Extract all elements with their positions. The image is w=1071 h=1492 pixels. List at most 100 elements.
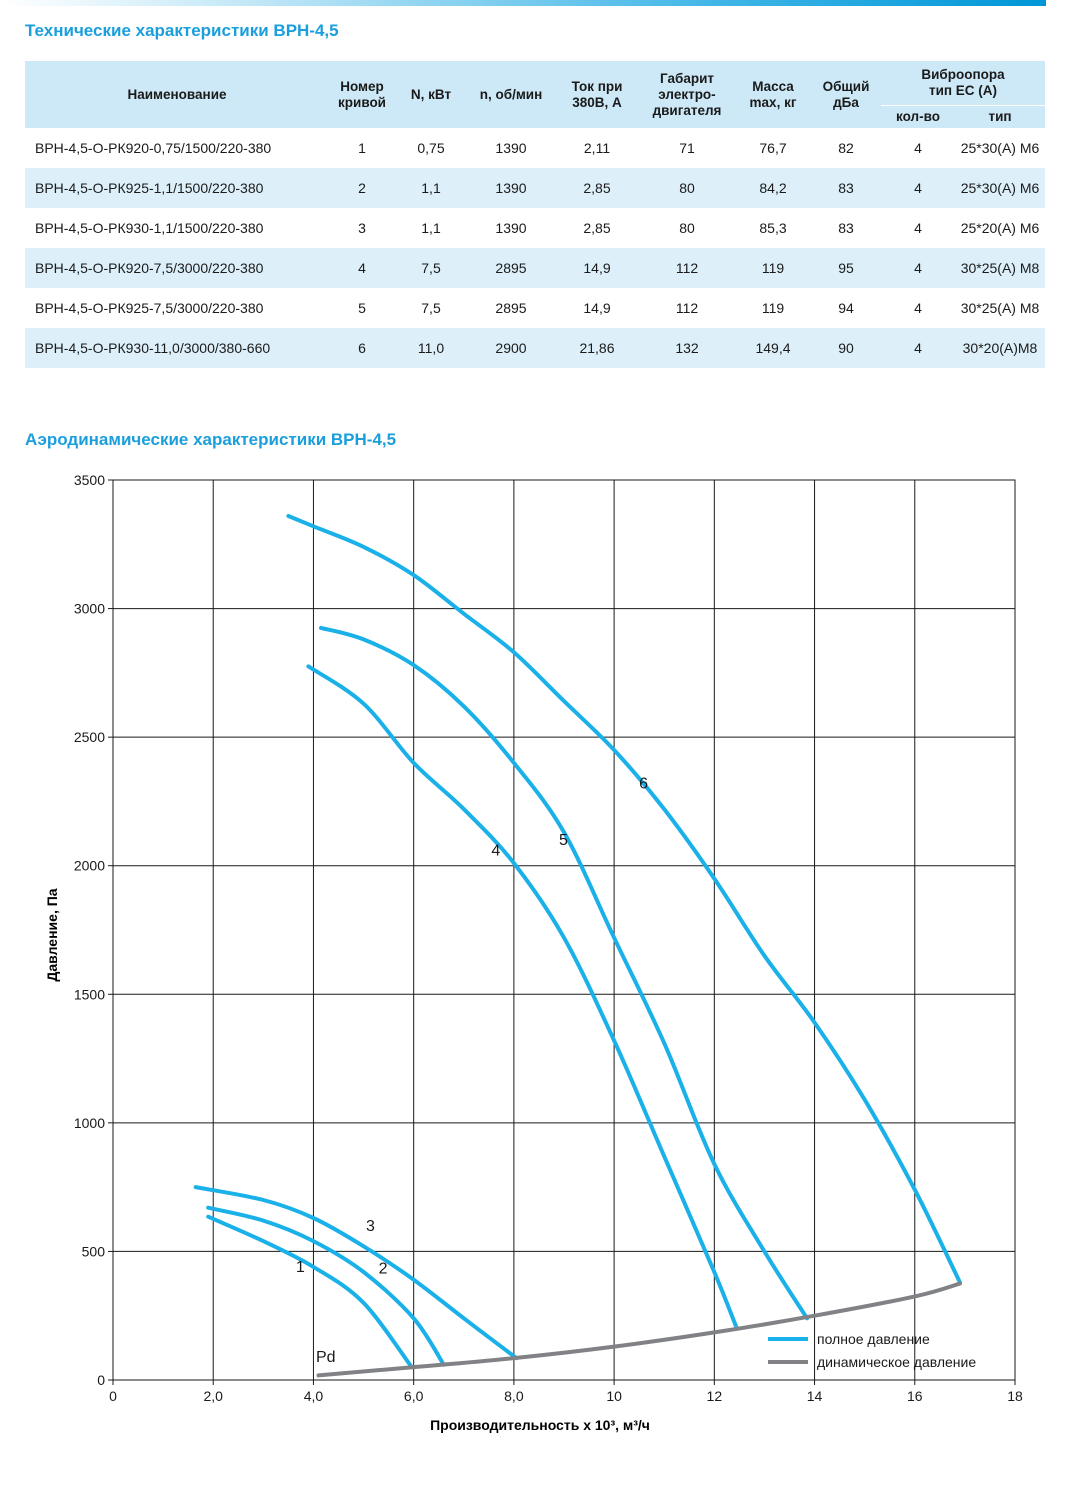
table-cell: 80 <box>639 208 735 248</box>
table-cell: 1390 <box>467 128 555 168</box>
y-tick-label: 2500 <box>74 729 105 745</box>
x-tick-label: 2,0 <box>203 1388 223 1404</box>
table-cell: ВРН-4,5-О-РК920-7,5/3000/220-380 <box>25 248 329 288</box>
table-cell: 2895 <box>467 248 555 288</box>
x-tick-label: 8,0 <box>504 1388 524 1404</box>
legend-label: динамическое давление <box>817 1354 976 1370</box>
table-cell: 1,1 <box>395 168 467 208</box>
curve-label: 2 <box>379 1260 388 1277</box>
table-cell: 4 <box>329 248 395 288</box>
curve-label: 3 <box>366 1218 375 1235</box>
table-cell: 2,85 <box>555 168 639 208</box>
table-cell: 30*20(А)М8 <box>955 328 1045 368</box>
table-cell: 112 <box>639 248 735 288</box>
curve-label: Pd <box>316 1349 336 1366</box>
header-curve: Номер кривой <box>329 61 395 128</box>
table-cell: 71 <box>639 128 735 168</box>
x-tick-label: 6,0 <box>404 1388 424 1404</box>
specs-table-body: ВРН-4,5-О-РК920-0,75/1500/220-380 1 0,75 13… <box>25 128 1045 368</box>
header-power: N, кВт <box>395 61 467 128</box>
table-cell: 14,9 <box>555 248 639 288</box>
curve-label: 6 <box>639 776 648 793</box>
table-cell: 4 <box>881 208 955 248</box>
table-cell: 82 <box>811 128 881 168</box>
y-tick-label: 1500 <box>74 986 105 1002</box>
table-cell: 85,3 <box>735 208 811 248</box>
y-tick-label: 2000 <box>74 858 105 874</box>
table-cell: 1390 <box>467 168 555 208</box>
table-cell: 7,5 <box>395 288 467 328</box>
table-row: ВРН-4,5-О-РК925-7,5/3000/220-380 5 7,5 2895… <box>25 288 1045 328</box>
header-name: Наименование <box>25 61 329 128</box>
header-vibro-type: тип <box>955 105 1045 128</box>
table-cell: 30*25(А) М8 <box>955 248 1045 288</box>
table-cell: ВРН-4,5-О-РК920-0,75/1500/220-380 <box>25 128 329 168</box>
header-current: Ток при 380В, А <box>555 61 639 128</box>
table-cell: 149,4 <box>735 328 811 368</box>
table-cell: 4 <box>881 168 955 208</box>
y-tick-label: 0 <box>97 1372 105 1388</box>
table-cell: ВРН-4,5-О-РК925-1,1/1500/220-380 <box>25 168 329 208</box>
plot-frame <box>112 479 1016 1381</box>
header-vibro-qty: кол-во <box>881 105 955 128</box>
table-cell: 2895 <box>467 288 555 328</box>
table-cell: 3 <box>329 208 395 248</box>
table-cell: 21,86 <box>555 328 639 368</box>
x-tick-label: 10 <box>606 1388 622 1404</box>
table-cell: 5 <box>329 288 395 328</box>
tech-specs-title: Технические характеристики ВРН-4,5 <box>25 21 339 40</box>
header-rpm: n, об/мин <box>467 61 555 128</box>
x-tick-label: 16 <box>907 1388 923 1404</box>
y-axis-label: Давление, Па <box>44 888 60 981</box>
table-row: ВРН-4,5-О-РК920-0,75/1500/220-380 1 0,75 13… <box>25 128 1045 168</box>
table-cell: 11,0 <box>395 328 467 368</box>
table-cell: 1,1 <box>395 208 467 248</box>
curve-4 <box>306 664 739 1331</box>
table-cell: 4 <box>881 328 955 368</box>
curve-6 <box>286 514 962 1285</box>
x-axis-label: Производительность х 10³, м³/ч <box>430 1417 650 1433</box>
x-tick-label: 0 <box>109 1388 117 1404</box>
table-row: ВРН-4,5-О-РК930-1,1/1500/220-380 3 1,1 1390… <box>25 208 1045 248</box>
header-motor: Габарит электро- двигателя <box>639 61 735 128</box>
header-mass: Масса max, кг <box>735 61 811 128</box>
table-cell: 2,85 <box>555 208 639 248</box>
table-cell: ВРН-4,5-О-РК930-11,0/3000/380-660 <box>25 328 329 368</box>
table-cell: 119 <box>735 248 811 288</box>
table-cell: 25*20(А) М6 <box>955 208 1045 248</box>
x-tick-label: 12 <box>707 1388 723 1404</box>
top-accent-bar <box>0 0 1046 6</box>
header-noise: Общий дБа <box>811 61 881 128</box>
y-tick-label: 1000 <box>74 1115 105 1131</box>
table-cell: 83 <box>811 168 881 208</box>
curve-label: 1 <box>296 1259 305 1276</box>
y-tick-label: 3000 <box>74 601 105 617</box>
table-cell: 80 <box>639 168 735 208</box>
aerodynamic-chart: 0 2,0 4,0 6,0 8,0 10 12 14 16 1805001000150020002… <box>44 472 1023 1433</box>
table-cell: ВРН-4,5-О-РК930-1,1/1500/220-380 <box>25 208 329 248</box>
x-tick-label: 4,0 <box>304 1388 324 1404</box>
table-cell: 14,9 <box>555 288 639 328</box>
table-cell: 1 <box>329 128 395 168</box>
table-cell: 4 <box>881 248 955 288</box>
table-cell: 95 <box>811 248 881 288</box>
curve-label: 4 <box>491 842 500 859</box>
curve-5 <box>319 625 809 1321</box>
table-cell: 90 <box>811 328 881 368</box>
table-cell: 25*30(А) М6 <box>955 168 1045 208</box>
table-cell: 84,2 <box>735 168 811 208</box>
table-row: ВРН-4,5-О-РК930-11,0/3000/380-660 6 11,0 29… <box>25 328 1045 368</box>
table-cell: 7,5 <box>395 248 467 288</box>
y-tick-label: 3500 <box>74 472 105 488</box>
curve-2 <box>206 1205 446 1367</box>
legend-label: полное давление <box>817 1331 930 1347</box>
table-cell: 112 <box>639 288 735 328</box>
table-row: ВРН-4,5-О-РК925-1,1/1500/220-380 2 1,1 1390… <box>25 168 1045 208</box>
table-cell: 132 <box>639 328 735 368</box>
table-cell: 119 <box>735 288 811 328</box>
specs-table: Наименование Номер кривой N, кВт n, об/м… <box>25 61 1045 368</box>
table-cell: 76,7 <box>735 128 811 168</box>
x-tick-label: 14 <box>807 1388 823 1404</box>
table-cell: 2900 <box>467 328 555 368</box>
table-cell: 94 <box>811 288 881 328</box>
